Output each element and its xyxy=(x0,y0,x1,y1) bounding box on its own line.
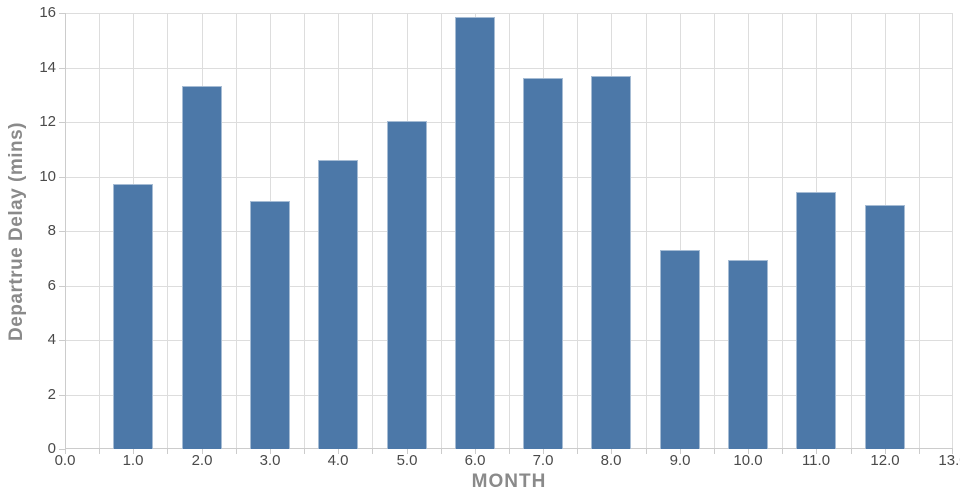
x-axis-title: MONTH xyxy=(471,471,547,492)
x-axis-tick xyxy=(611,449,612,454)
bar-month-6 xyxy=(455,17,495,449)
y-tick-label: 4 xyxy=(47,331,56,348)
x-tick-label: 0.0 xyxy=(54,452,76,469)
x-axis-tick xyxy=(167,449,168,454)
x-axis-tick xyxy=(372,449,373,454)
y-axis-tick xyxy=(59,286,65,287)
x-axis-tick xyxy=(65,449,66,454)
y-tick-label: 10 xyxy=(39,168,56,185)
y-axis-tick xyxy=(59,395,65,396)
bar-month-10 xyxy=(728,260,768,449)
x-axis-tick xyxy=(202,449,203,454)
x-axis-tick xyxy=(851,449,852,454)
x-axis-tick xyxy=(509,449,510,454)
y-axis-tick xyxy=(59,177,65,178)
x-tick-label: 3.0 xyxy=(259,452,281,469)
x-axis-tick xyxy=(407,449,408,454)
bar-month-12 xyxy=(865,205,905,449)
x-tick-label: 1.0 xyxy=(122,452,144,469)
bar-month-2 xyxy=(182,86,222,449)
x-axis-tick xyxy=(646,449,647,454)
y-axis-tick xyxy=(59,231,65,232)
bar-month-4 xyxy=(318,160,358,449)
x-tick-label: 6.0 xyxy=(464,452,486,469)
horizontal-gridline xyxy=(65,122,953,123)
plot-area xyxy=(65,13,953,449)
x-axis-tick xyxy=(133,449,134,454)
x-axis-tick xyxy=(919,449,920,454)
x-tick-label: 13.0 xyxy=(938,452,960,469)
bar-month-7 xyxy=(523,78,563,449)
y-axis-domain-line xyxy=(65,13,66,449)
x-axis-tick xyxy=(952,449,953,454)
horizontal-gridline xyxy=(65,286,953,287)
x-axis-tick xyxy=(236,449,237,454)
x-tick-label: 8.0 xyxy=(600,452,622,469)
x-axis-tick xyxy=(338,449,339,454)
y-tick-label: 2 xyxy=(47,386,56,403)
y-axis-tick xyxy=(59,68,65,69)
x-axis-tick xyxy=(748,449,749,454)
y-tick-label: 8 xyxy=(47,222,56,239)
x-tick-label: 11.0 xyxy=(801,452,831,469)
x-axis-tick xyxy=(816,449,817,454)
bar-month-8 xyxy=(591,76,631,449)
x-axis-tick xyxy=(885,449,886,454)
x-tick-label: 7.0 xyxy=(532,452,554,469)
x-axis-tick xyxy=(680,449,681,454)
bar-month-5 xyxy=(387,121,427,449)
y-axis-tick xyxy=(59,122,65,123)
horizontal-gridline xyxy=(65,177,953,178)
x-axis-tick xyxy=(99,449,100,454)
x-tick-label: 4.0 xyxy=(327,452,349,469)
x-axis-tick xyxy=(782,449,783,454)
bar-month-3 xyxy=(250,201,290,449)
x-tick-label: 10.0 xyxy=(733,452,763,469)
x-axis-tick xyxy=(475,449,476,454)
bar-month-11 xyxy=(796,192,836,449)
y-tick-label: 6 xyxy=(47,277,56,294)
bar-month-9 xyxy=(660,250,700,449)
horizontal-gridline xyxy=(65,340,953,341)
x-axis-tick xyxy=(543,449,544,454)
x-axis-tick xyxy=(714,449,715,454)
horizontal-gridline xyxy=(65,448,953,449)
y-tick-label: 16 xyxy=(39,4,56,21)
x-tick-label: 9.0 xyxy=(669,452,691,469)
x-tick-label: 5.0 xyxy=(396,452,418,469)
horizontal-gridline xyxy=(65,395,953,396)
bar-month-1 xyxy=(113,184,153,449)
x-tick-label: 12.0 xyxy=(870,452,900,469)
y-tick-label: 0 xyxy=(47,440,56,457)
y-tick-label: 14 xyxy=(39,59,56,76)
x-axis-tick xyxy=(577,449,578,454)
x-axis-tick xyxy=(270,449,271,454)
horizontal-gridline xyxy=(65,231,953,232)
horizontal-gridline xyxy=(65,68,953,69)
y-axis-tick xyxy=(59,449,65,450)
horizontal-gridline xyxy=(65,13,953,14)
x-tick-label: 2.0 xyxy=(191,452,213,469)
y-tick-label: 12 xyxy=(39,113,56,130)
x-axis-tick xyxy=(304,449,305,454)
x-axis-tick xyxy=(441,449,442,454)
y-axis-tick xyxy=(59,13,65,14)
y-axis-tick xyxy=(59,340,65,341)
